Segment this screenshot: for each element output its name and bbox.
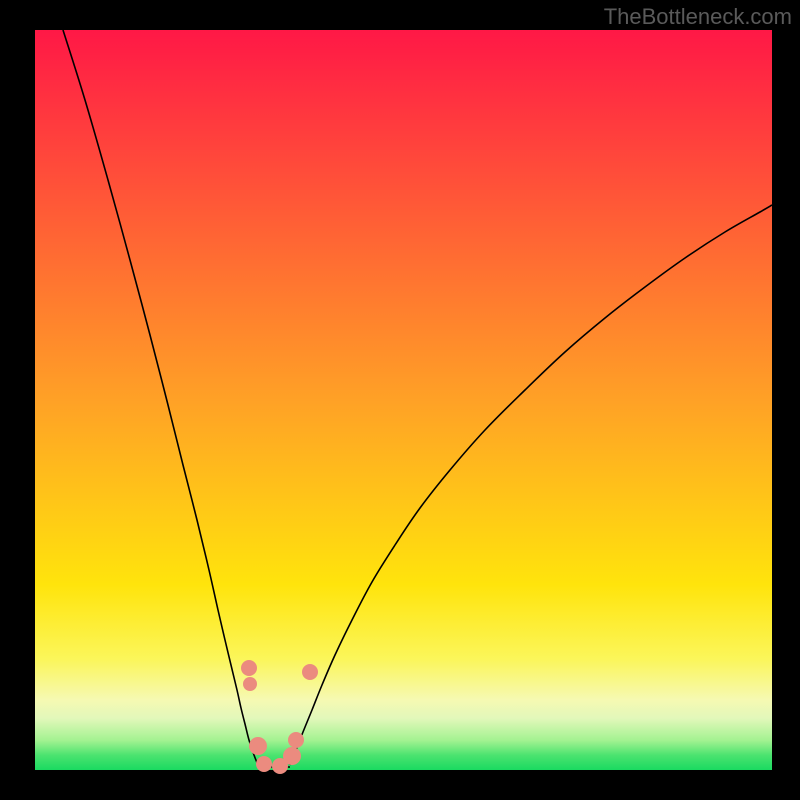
data-marker <box>256 756 272 772</box>
left-curve <box>63 30 258 765</box>
attribution-text: TheBottleneck.com <box>604 4 792 30</box>
curve-layer <box>0 0 800 800</box>
data-marker <box>249 737 267 755</box>
data-marker <box>302 664 318 680</box>
data-marker <box>288 732 304 748</box>
data-marker <box>243 677 257 691</box>
data-marker <box>241 660 257 676</box>
data-marker <box>283 747 301 765</box>
right-curve <box>290 205 772 765</box>
